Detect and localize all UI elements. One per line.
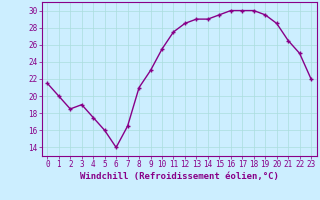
X-axis label: Windchill (Refroidissement éolien,°C): Windchill (Refroidissement éolien,°C)	[80, 172, 279, 181]
